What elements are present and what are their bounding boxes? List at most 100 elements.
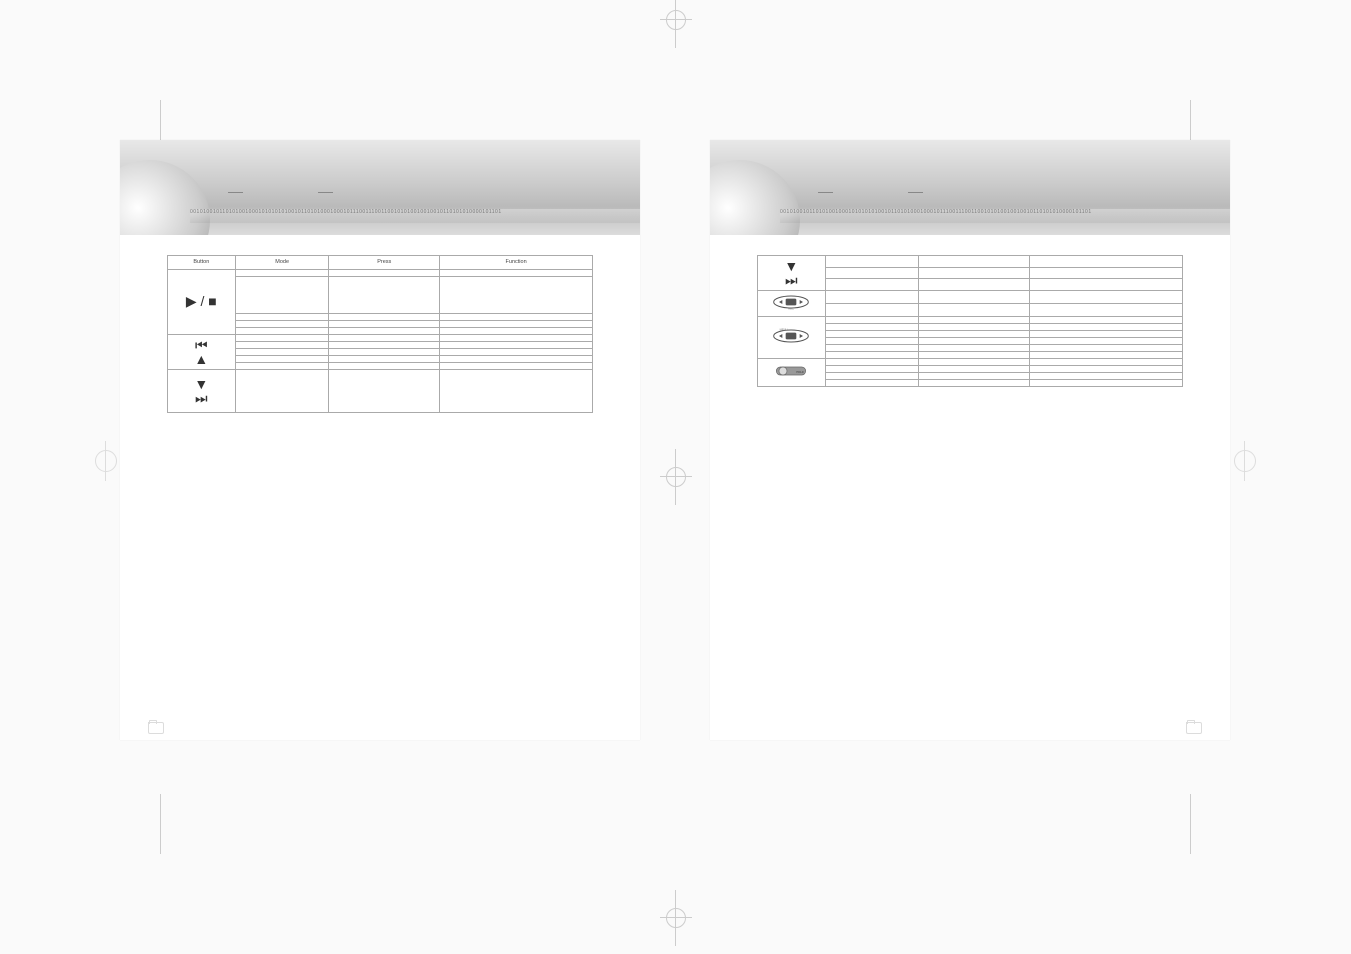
- cell: [329, 369, 440, 412]
- crop-mark-center-bottom: [668, 910, 684, 926]
- folder-icon: [148, 722, 164, 734]
- cell: [329, 320, 440, 327]
- cell: [1030, 323, 1183, 330]
- cell: [329, 355, 440, 362]
- play-stop-icon: ▶ / ■: [186, 293, 217, 309]
- cell: [825, 337, 919, 344]
- crop-line: [1190, 794, 1191, 854]
- col-header: Button: [167, 256, 235, 270]
- cell: [440, 320, 593, 327]
- col-header: Press: [329, 256, 440, 270]
- crop-mark-right: [1234, 450, 1256, 472]
- cell: [1030, 351, 1183, 358]
- document-spread: 0010100101101010010001010101010010110101…: [120, 140, 1230, 740]
- cell: [919, 316, 1030, 323]
- right-button-table: ▼ ⏭: [757, 255, 1183, 387]
- button-icon-cell: ▼ ⏭: [167, 369, 235, 412]
- cell: [1030, 379, 1183, 386]
- cell: [235, 341, 329, 348]
- col-header: Mode: [235, 256, 329, 270]
- cell: [825, 279, 919, 291]
- cell: [235, 369, 329, 412]
- cell: [329, 362, 440, 369]
- cell: [1030, 279, 1183, 291]
- table-row: HOLD: [757, 358, 1182, 365]
- cell: [235, 348, 329, 355]
- cell: [329, 276, 440, 313]
- cell: [440, 269, 593, 276]
- svg-text:HOLD: HOLD: [797, 370, 804, 374]
- cell: [919, 337, 1030, 344]
- crop-line: [160, 794, 161, 854]
- cell: [1030, 365, 1183, 372]
- table-row: ▶ / ■: [167, 269, 592, 276]
- cell: [1030, 303, 1183, 316]
- cell: [440, 334, 593, 341]
- cell: [235, 327, 329, 334]
- svg-text:MENU: MENU: [780, 328, 788, 332]
- button-icon-cell: ⏮ ▲: [167, 334, 235, 369]
- left-page-header: 0010100101101010010001010101010010110101…: [120, 140, 640, 235]
- rec-switch-icon: REC: [771, 294, 811, 310]
- cell: [825, 291, 919, 304]
- cell: [440, 369, 593, 412]
- cell: [235, 362, 329, 369]
- cell: [235, 320, 329, 327]
- cell: [440, 327, 593, 334]
- cell: [235, 269, 329, 276]
- cell: [329, 341, 440, 348]
- cell: [440, 348, 593, 355]
- button-icon-cell: HOLD: [757, 358, 825, 386]
- table-row: ▼ ⏭: [757, 256, 1182, 268]
- header-tab: [870, 192, 960, 195]
- cell: [329, 334, 440, 341]
- button-icon-cell: ▼ ⏭: [757, 256, 825, 291]
- cell: [1030, 291, 1183, 304]
- cell: [825, 267, 919, 279]
- header-tab: [780, 192, 870, 195]
- skip-forward-icon: ⏭: [762, 273, 821, 287]
- button-icon-cell: REC: [757, 291, 825, 317]
- skip-forward-icon: ⏭: [172, 391, 231, 405]
- menu-switch-icon: MENU: [771, 328, 811, 344]
- cell: [329, 269, 440, 276]
- cell: [825, 303, 919, 316]
- skip-back-icon: ⏮: [172, 338, 231, 352]
- col-header: Function: [440, 256, 593, 270]
- crop-mark-left: [95, 450, 117, 472]
- cell: [235, 313, 329, 320]
- page-number: [146, 722, 166, 734]
- left-page: 0010100101101010010001010101010010110101…: [120, 140, 640, 740]
- cell: [825, 372, 919, 379]
- forward-icon: ▼: [762, 259, 821, 273]
- cell: [919, 379, 1030, 386]
- cell: [919, 323, 1030, 330]
- cell: [825, 379, 919, 386]
- cell: [919, 267, 1030, 279]
- cell: [825, 358, 919, 365]
- cell: [825, 351, 919, 358]
- crop-mark-center-top: [668, 12, 684, 28]
- cell: [440, 355, 593, 362]
- cell: [825, 323, 919, 330]
- cell: [329, 348, 440, 355]
- table-row: MENU: [757, 316, 1182, 323]
- cell: [1030, 344, 1183, 351]
- svg-text:REC: REC: [789, 306, 795, 310]
- header-bitstring: 0010100101101010010001010101010010110101…: [780, 209, 1230, 223]
- cell: [440, 276, 593, 313]
- cell: [1030, 267, 1183, 279]
- cell: [1030, 372, 1183, 379]
- cell: [329, 313, 440, 320]
- cell: [1030, 330, 1183, 337]
- cell: [235, 334, 329, 341]
- rewind-icon: ▲: [172, 352, 231, 366]
- cell: [825, 330, 919, 337]
- table-row: REC: [757, 291, 1182, 304]
- cell: [919, 358, 1030, 365]
- cell: [1030, 256, 1183, 268]
- header-tabs: [780, 180, 1220, 195]
- cell: [440, 313, 593, 320]
- cell: [919, 330, 1030, 337]
- folder-icon: [1186, 722, 1202, 734]
